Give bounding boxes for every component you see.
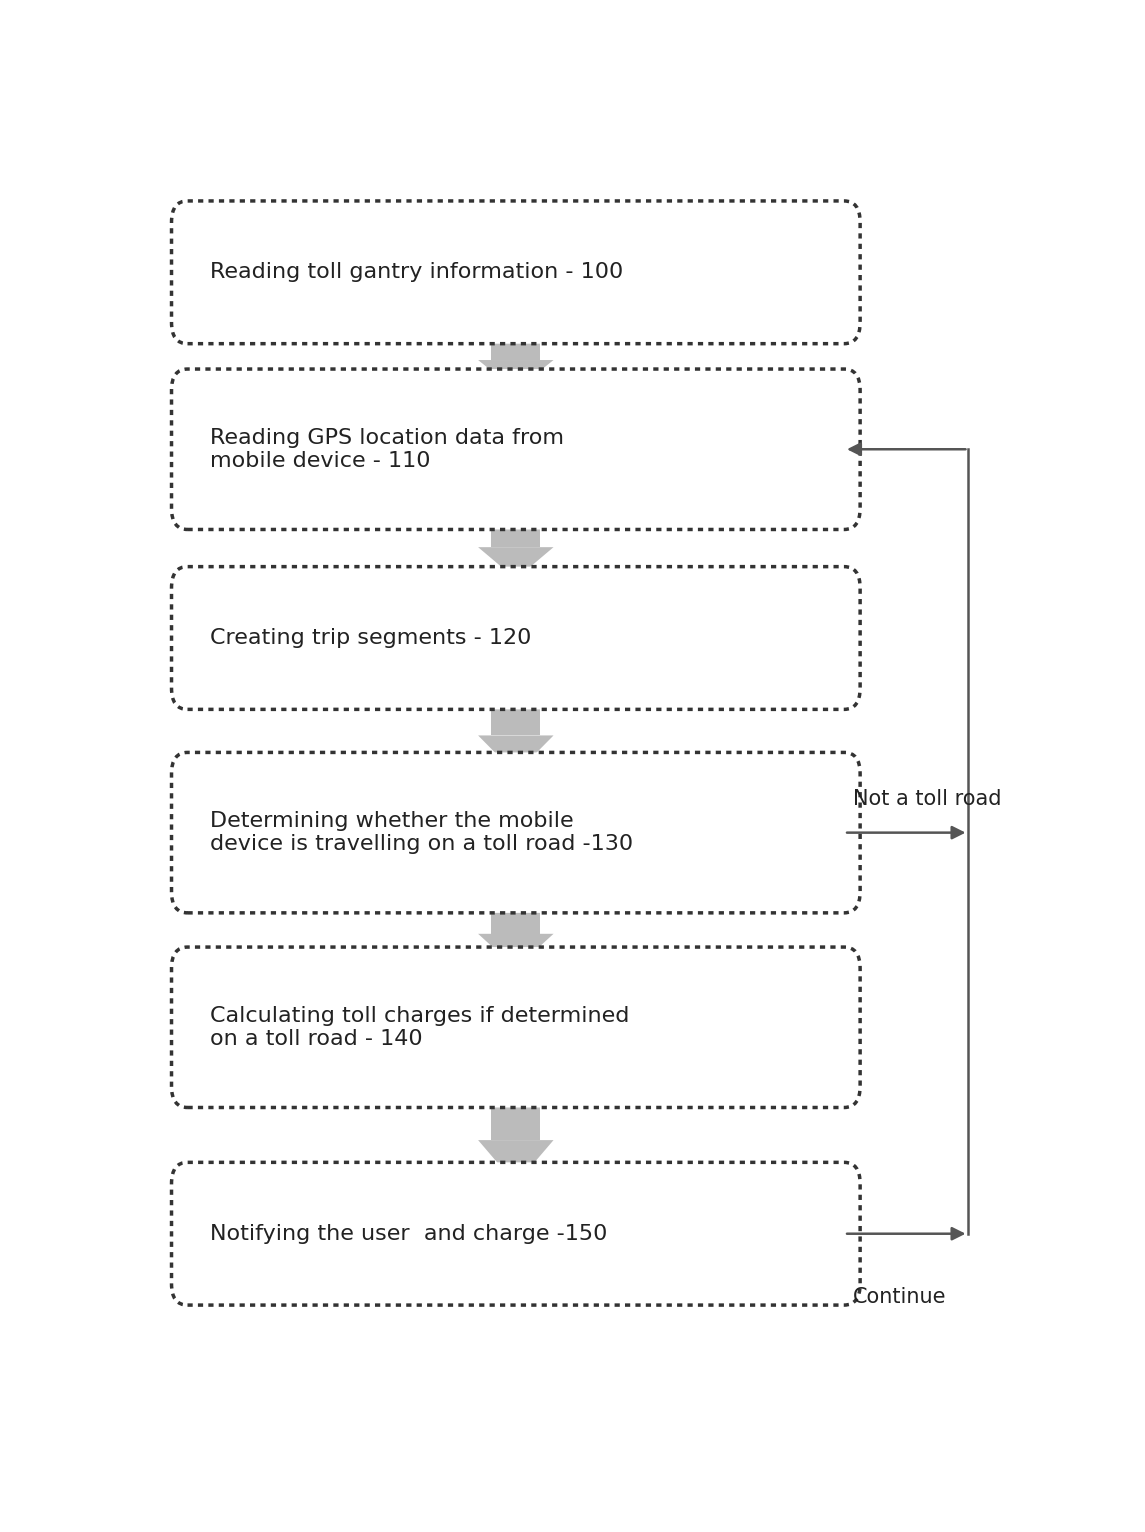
Text: Not a toll road: Not a toll road [853,789,1002,809]
Text: Reading GPS location data from
mobile device - 110: Reading GPS location data from mobile de… [210,427,563,470]
FancyBboxPatch shape [172,1163,860,1305]
Polygon shape [479,360,553,391]
FancyBboxPatch shape [491,1086,540,1140]
Text: Reading toll gantry information - 100: Reading toll gantry information - 100 [210,262,623,282]
FancyBboxPatch shape [491,509,540,547]
Polygon shape [479,935,553,968]
Polygon shape [479,735,553,774]
FancyBboxPatch shape [172,947,860,1108]
FancyBboxPatch shape [172,752,860,913]
FancyBboxPatch shape [491,689,540,735]
Text: Calculating toll charges if determined
on a toll road - 140: Calculating toll charges if determined o… [210,1005,629,1049]
FancyBboxPatch shape [172,567,860,709]
Text: Creating trip segments - 120: Creating trip segments - 120 [210,628,531,648]
Text: Determining whether the mobile
device is travelling on a toll road -130: Determining whether the mobile device is… [210,810,633,855]
FancyBboxPatch shape [491,892,540,935]
FancyBboxPatch shape [491,323,540,360]
FancyBboxPatch shape [172,201,860,343]
Text: Notifying the user  and charge -150: Notifying the user and charge -150 [210,1224,607,1244]
Polygon shape [479,547,553,579]
Text: Continue: Continue [853,1287,947,1307]
Polygon shape [479,1140,553,1184]
FancyBboxPatch shape [172,369,860,530]
